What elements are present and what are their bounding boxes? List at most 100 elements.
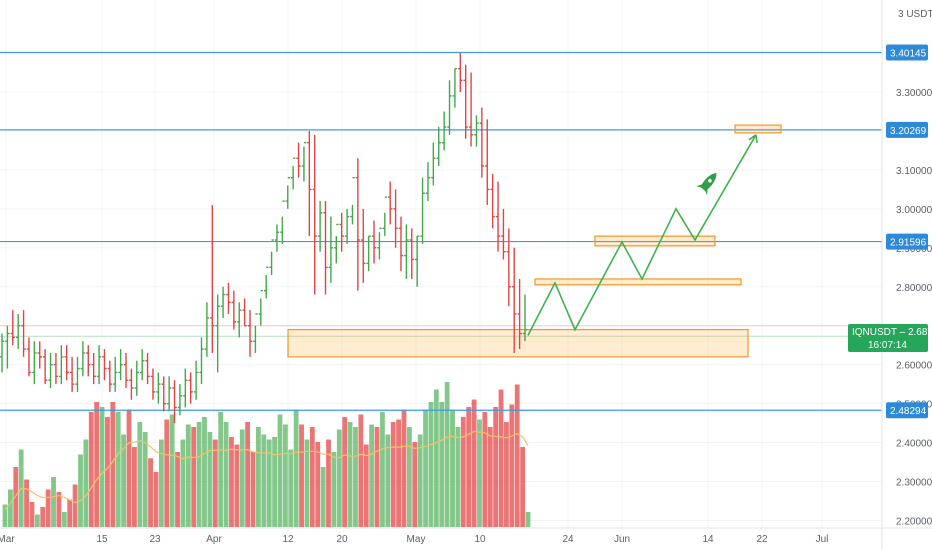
volume-bar	[61, 512, 67, 527]
volume-bar	[460, 417, 466, 527]
level-tag-box	[886, 402, 928, 419]
date-label: 14	[702, 534, 714, 545]
volume-bar	[455, 427, 461, 527]
volume-bar	[126, 409, 132, 527]
volume-bar	[266, 439, 272, 527]
volume-bar	[487, 427, 493, 527]
volume-bar	[229, 437, 234, 527]
volume-bar	[132, 447, 137, 527]
volume-bar	[304, 439, 310, 527]
volume-bar	[158, 439, 164, 527]
volume-bar	[78, 454, 83, 527]
volume-bar	[309, 427, 315, 527]
volume-bar	[401, 409, 407, 527]
volume-bar	[417, 434, 423, 527]
volume-bar	[40, 507, 46, 527]
volume-bar	[67, 499, 73, 527]
volume-bar	[390, 422, 396, 527]
volume-bar	[433, 389, 439, 527]
volume-bar	[380, 412, 385, 527]
volume-bar	[498, 389, 504, 527]
level-tag-label: 2.48294	[890, 406, 927, 417]
price-axis-panel[interactable]	[882, 0, 932, 550]
price-tick-label: 2.40000	[896, 439, 932, 450]
countdown-label: 16:07:14	[868, 340, 907, 351]
volume-bar	[164, 419, 170, 527]
volume-bar	[13, 467, 19, 527]
volume-bar	[115, 412, 121, 527]
price-tick-label: 3.00000	[896, 205, 932, 216]
volume-bars	[2, 382, 531, 527]
volume-bar	[358, 414, 364, 527]
date-label: 12	[282, 534, 294, 545]
volume-bar	[288, 449, 294, 527]
volume-bar	[83, 439, 89, 527]
volume-bar	[202, 417, 207, 527]
volume-bar	[385, 434, 391, 527]
volume-bar	[336, 429, 342, 527]
target-box-3	[734, 124, 782, 134]
price-tick-label: 3.30000	[896, 88, 932, 99]
target-box-1	[534, 278, 742, 286]
symbol-price-label: IQNUSDT – 2.68739	[852, 327, 932, 338]
price-tick-label: 2.80000	[896, 283, 932, 294]
date-label: 10	[474, 534, 486, 545]
date-label: 22	[756, 534, 768, 545]
volume-bar	[148, 458, 153, 527]
volume-bar	[88, 412, 94, 527]
volume-bar	[239, 429, 245, 527]
volume-moving-average	[4, 430, 529, 510]
volume-bar	[374, 427, 380, 527]
date-label: Mar	[0, 534, 15, 545]
price-zones	[287, 124, 782, 358]
price-tick-label: 3.10000	[896, 166, 932, 177]
level-tag-label: 2.91596	[890, 238, 927, 249]
currency-label: 3 USDT	[898, 9, 932, 20]
level-tag-label: 3.40145	[890, 48, 927, 59]
volume-bar	[196, 422, 202, 527]
date-label: 24	[562, 534, 574, 545]
level-tag-box	[886, 44, 928, 61]
volume-bar	[153, 472, 159, 527]
volume-bar	[180, 439, 186, 527]
price-tick-label: 2.60000	[896, 361, 932, 372]
volume-bar	[207, 432, 213, 527]
volume-bar	[525, 512, 531, 527]
volume-bar	[261, 434, 267, 527]
volume-bar	[406, 427, 412, 527]
volume-bar	[466, 407, 472, 527]
volume-bar	[250, 452, 256, 527]
volume-bar	[121, 434, 127, 527]
volume-bar	[331, 452, 337, 527]
volume-bar	[450, 409, 455, 527]
volume-bar	[99, 407, 105, 527]
volume-bar	[142, 432, 148, 527]
date-label: Apr	[206, 534, 222, 545]
last-price-tag: IQNUSDT – 2.68739 16:07:14	[848, 324, 932, 352]
date-label: Jun	[614, 534, 630, 545]
volume-bar	[439, 402, 445, 527]
volume-bar	[504, 422, 509, 527]
projection-path	[527, 134, 757, 336]
volume-bar	[520, 447, 526, 527]
volume-bar	[299, 424, 304, 527]
volume-bar	[493, 407, 499, 527]
support-zone	[287, 328, 749, 358]
volume-bar	[234, 444, 240, 527]
volume-bar	[212, 439, 218, 527]
level-tag-label: 3.20269	[890, 126, 927, 137]
volume-bar	[2, 504, 8, 527]
volume-bar	[347, 422, 353, 527]
rocket-icon	[696, 173, 717, 196]
candles	[0, 53, 758, 424]
volume-bar	[471, 399, 477, 527]
volume-bar	[293, 409, 299, 527]
volume-bar	[256, 427, 261, 527]
volume-bar	[369, 424, 375, 527]
volume-bar	[94, 402, 100, 527]
volume-bar	[412, 442, 418, 527]
volume-bar	[428, 402, 434, 527]
volume-bar	[169, 414, 175, 527]
price-tick-label: 2.20000	[896, 516, 932, 527]
